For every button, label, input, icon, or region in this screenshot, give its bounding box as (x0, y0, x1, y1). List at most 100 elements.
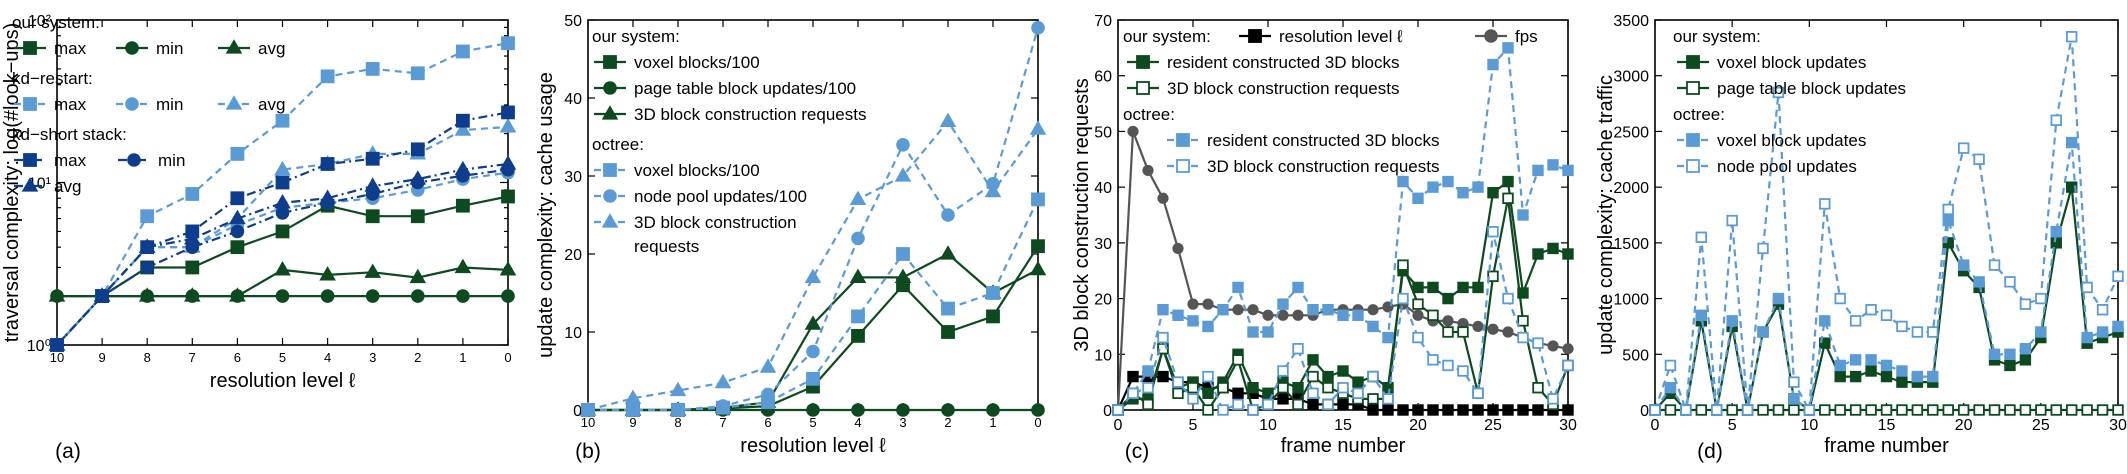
data-point (2065, 136, 2078, 149)
data-point (1927, 404, 1939, 416)
data-point (1547, 393, 1559, 405)
data-point (230, 146, 245, 161)
data-point (1217, 304, 1229, 316)
data-point (2019, 298, 2032, 310)
x-tick-label: 2 (414, 350, 421, 365)
data-point (140, 260, 154, 275)
x-tick-label: 10 (1800, 417, 1818, 434)
x-tick-label: 25 (2032, 417, 2050, 434)
data-point (2096, 326, 2109, 338)
data-point (941, 403, 955, 417)
legend-entry-label: avg (258, 95, 285, 114)
data-point (1502, 404, 1514, 416)
data-point (1532, 404, 1544, 416)
data-point (410, 142, 425, 157)
data-point (2050, 237, 2062, 249)
y-tick-label: 40 (1094, 180, 1112, 197)
legend-swatch-marker (1686, 159, 1700, 173)
legend-entry-label: max (54, 95, 87, 114)
legend-entry-label: min (156, 95, 183, 114)
data-point (1472, 387, 1484, 399)
x-tick-label: 6 (764, 415, 771, 430)
data-point (1517, 315, 1529, 327)
data-point (1127, 370, 1139, 383)
data-point (275, 206, 290, 220)
data-point (1502, 326, 1514, 338)
data-point (409, 170, 427, 185)
data-point (894, 268, 912, 284)
x-tick-label: 30 (1559, 417, 1577, 434)
data-point (1031, 239, 1045, 254)
legend-entry-label: fps (1515, 27, 1538, 46)
y-tick-label: 20 (564, 247, 582, 264)
data-point (896, 403, 910, 417)
data-point (229, 287, 246, 302)
series-layer (48, 36, 517, 352)
data-point (1187, 382, 1199, 394)
data-point (1772, 86, 1785, 99)
data-point (626, 403, 640, 417)
data-point (364, 177, 381, 192)
data-point (456, 289, 470, 303)
y-tick-label: 60 (1094, 69, 1112, 86)
legend-swatch-marker (125, 41, 139, 55)
data-point (1412, 298, 1424, 310)
data-point (1262, 326, 1274, 338)
data-point (48, 287, 66, 302)
x-tick-label: 15 (1334, 417, 1352, 434)
data-point (1277, 393, 1289, 405)
data-point (1649, 404, 1661, 416)
data-point (1262, 387, 1274, 399)
data-point (229, 209, 246, 225)
data-point (454, 258, 472, 274)
data-point (1427, 181, 1439, 193)
data-point (1262, 309, 1274, 321)
data-point (896, 138, 910, 152)
data-point (2065, 31, 2078, 43)
data-point (1457, 281, 1469, 294)
legend-entry-label: 3D block construction requests (1167, 79, 1399, 98)
data-point (320, 69, 335, 84)
data-point (1532, 337, 1544, 349)
data-point (1788, 404, 1800, 416)
data-point (275, 175, 290, 190)
data-point (986, 403, 1000, 417)
data-point (1337, 382, 1349, 394)
data-point (1202, 320, 1214, 333)
data-point (2004, 404, 2016, 416)
data-point (1277, 382, 1289, 394)
data-point (275, 224, 290, 239)
data-point (2065, 404, 2078, 416)
data-point (1172, 376, 1184, 388)
data-point (1352, 376, 1364, 388)
data-point (1322, 398, 1334, 411)
data-point (1142, 382, 1154, 394)
data-point (1487, 187, 1499, 199)
legend-group-title: octree: (1673, 105, 1725, 124)
data-point (1442, 359, 1454, 372)
data-point (1367, 393, 1379, 405)
legend-entry-label: avg (258, 39, 285, 58)
data-point (2081, 281, 2093, 294)
data-point (1157, 192, 1169, 204)
data-point (1367, 320, 1379, 333)
data-point (1487, 58, 1499, 71)
data-point (455, 198, 470, 213)
data-point (501, 189, 515, 204)
data-point (1457, 365, 1469, 377)
y-axis-label: update complexity: cache usage (535, 72, 557, 358)
y-tick-label: 1500 (1613, 236, 1649, 253)
data-point (1988, 404, 2001, 416)
data-point (2050, 226, 2062, 238)
y-tick-label: 70 (1094, 13, 1112, 30)
data-point (1880, 404, 1893, 416)
x-tick-label: 5 (809, 415, 816, 430)
data-point (1988, 259, 2001, 271)
legend-group-title: our system: (12, 13, 100, 32)
data-point (1142, 164, 1154, 177)
data-point (1834, 370, 1846, 383)
data-point (941, 208, 955, 222)
data-point (1397, 404, 1409, 416)
x-tick-label: 7 (189, 350, 196, 365)
data-point (1307, 387, 1319, 399)
